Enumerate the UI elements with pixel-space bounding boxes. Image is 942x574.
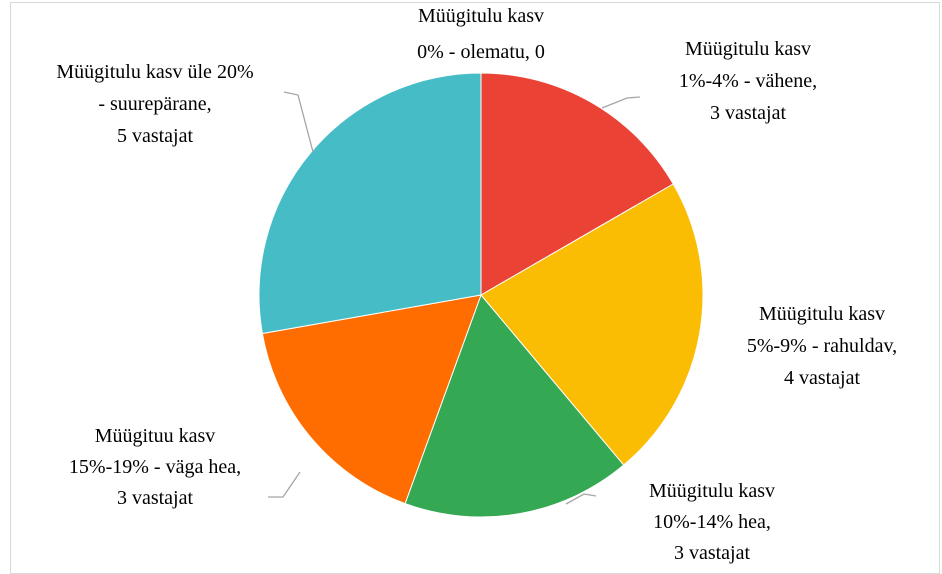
slice-label: 0% - olematu, 0 bbox=[417, 41, 545, 63]
slice-label: 1%-4% - vähene, bbox=[679, 70, 817, 92]
slice-label: Müügituu kasv bbox=[95, 425, 216, 447]
pie-slice bbox=[261, 294, 482, 505]
pie-slice bbox=[258, 72, 482, 335]
leader-line bbox=[268, 471, 301, 498]
slice-label: - suurepärane, bbox=[98, 93, 211, 115]
slice-label: 5%-9% - rahuldav, bbox=[747, 335, 897, 357]
slice-label: 15%-19% - väga hea, bbox=[69, 456, 241, 478]
slice-label: Müügitulu kasv bbox=[759, 303, 885, 325]
leader-line bbox=[565, 493, 597, 505]
slice-label: 3 vastajat bbox=[674, 542, 751, 564]
slice-label: Müügitulu kasv üle 20% bbox=[56, 61, 253, 83]
pie-slice bbox=[480, 72, 674, 296]
slice-label: 3 vastajat bbox=[710, 102, 787, 124]
slice-label: Müügitulu kasv bbox=[418, 5, 544, 27]
slice-label: Müügitulu kasv bbox=[685, 38, 811, 60]
slice-label: 10%-14% hea, bbox=[653, 511, 771, 533]
pie-slice bbox=[480, 183, 704, 466]
slice-label: 3 vastajat bbox=[117, 487, 194, 509]
leader-line bbox=[283, 91, 314, 153]
slice-label: 4 vastajat bbox=[784, 367, 861, 389]
leader-line bbox=[601, 96, 641, 109]
pie-slice bbox=[404, 294, 625, 518]
slice-label: 5 vastajat bbox=[117, 125, 194, 147]
slice-label: Müügitulu kasv bbox=[649, 480, 775, 502]
